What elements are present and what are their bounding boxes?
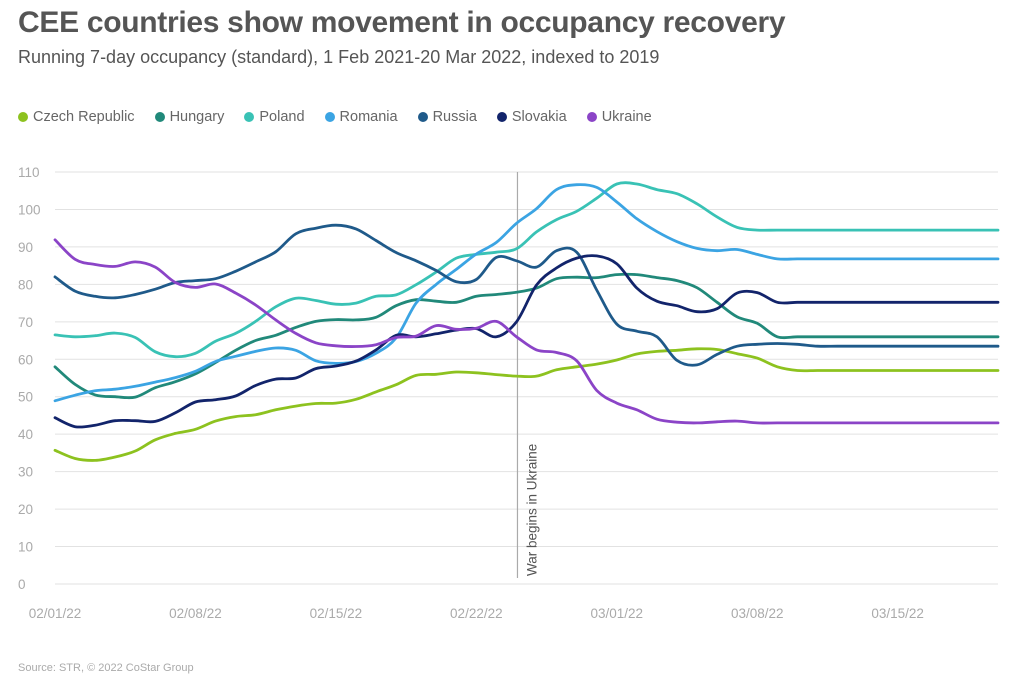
legend-label: Romania [339,109,398,125]
series-line-hungary [53,272,1000,400]
legend-swatch [154,112,165,122]
legend: Czech Republic Hungary Poland Romania Russia… [18,109,672,125]
y-tick-label: 20 [18,502,33,517]
x-tick-label: 03/01/22 [591,606,644,621]
legend-swatch [324,112,335,122]
annotation-label: War begins in Ukraine [524,444,539,576]
legend-swatch [496,112,507,122]
grid-lines [55,171,998,585]
legend-item: Ukraine [586,109,652,125]
legend-item: Romania [324,109,398,125]
legend-swatch [244,112,255,122]
x-tick-label: 02/08/22 [169,606,222,621]
series-line-poland [53,181,1000,359]
chart-title: CEE countries show movement in occupancy… [18,6,786,39]
chart-subtitle: Running 7-day occupancy (standard), 1 Fe… [18,47,660,67]
legend-label: Ukraine [601,109,652,125]
y-tick-label: 80 [18,277,33,292]
legend-item: Slovakia [496,109,567,125]
legend-swatch [18,112,28,122]
x-axis-ticks: 02/01/22 02/08/22 02/15/22 02/22/22 03/01/22… [29,606,924,621]
y-tick-label: 70 [18,315,33,330]
y-tick-label: 0 [18,577,26,592]
legend-item: Hungary [154,109,225,125]
series-line-czech-republic [53,347,1000,462]
y-tick-label: 40 [18,427,33,442]
y-tick-label: 100 [18,202,41,217]
x-tick-label: 03/08/22 [731,606,784,621]
series-line-russia [53,223,1000,367]
x-tick-label: 02/15/22 [310,606,363,621]
y-tick-label: 90 [18,240,33,255]
series-line-ukraine [53,238,1000,425]
legend-item: Czech Republic [18,109,135,125]
y-tick-label: 110 [18,165,40,180]
series-line-romania [53,183,1000,403]
y-tick-label: 50 [18,390,33,405]
legend-swatch [586,112,597,122]
legend-label: Russia [432,109,477,125]
series-line-slovakia [53,254,1000,429]
y-tick-label: 30 [18,465,33,480]
y-axis-ticks: 0 10 20 30 40 50 60 70 80 90 100 110 [18,165,41,592]
x-tick-label: 02/01/22 [29,606,82,621]
legend-item: Poland [244,109,305,125]
series-lines [53,181,1000,462]
legend-label: Hungary [169,109,225,125]
source-note: Source: STR, © 2022 CoStar Group [18,662,194,674]
y-tick-label: 10 [18,540,33,555]
legend-swatch [417,112,428,122]
legend-label: Poland [259,109,305,125]
legend-label: Czech Republic [33,109,135,125]
x-tick-label: 02/22/22 [450,606,503,621]
x-tick-label: 03/15/22 [871,606,924,621]
y-tick-label: 60 [18,352,33,367]
legend-item: Russia [417,109,477,125]
legend-label: Slovakia [511,109,567,125]
